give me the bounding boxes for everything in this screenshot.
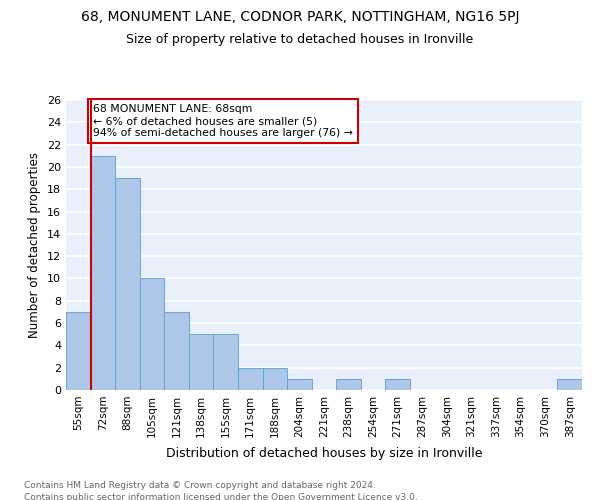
Bar (214, 334, 238, 390)
Bar (385, 379, 410, 390)
Bar (238, 368, 263, 390)
Text: Size of property relative to detached houses in Ironville: Size of property relative to detached ho… (127, 32, 473, 46)
Text: 68 MONUMENT LANE: 68sqm
← 6% of detached houses are smaller (5)
94% of semi-deta: 68 MONUMENT LANE: 68sqm ← 6% of detached… (93, 104, 353, 138)
Bar (66, 312, 91, 390)
Bar (189, 334, 214, 390)
Text: Contains HM Land Registry data © Crown copyright and database right 2024.: Contains HM Land Registry data © Crown c… (24, 481, 376, 490)
Bar (140, 278, 164, 390)
Bar (115, 178, 140, 390)
Text: 68, MONUMENT LANE, CODNOR PARK, NOTTINGHAM, NG16 5PJ: 68, MONUMENT LANE, CODNOR PARK, NOTTINGH… (81, 10, 519, 24)
Bar (91, 156, 115, 390)
Bar (263, 368, 287, 390)
Bar (287, 379, 312, 390)
Text: Contains public sector information licensed under the Open Government Licence v3: Contains public sector information licen… (24, 492, 418, 500)
Y-axis label: Number of detached properties: Number of detached properties (28, 152, 41, 338)
Bar (557, 379, 582, 390)
Bar (164, 312, 189, 390)
Bar (336, 379, 361, 390)
Text: Distribution of detached houses by size in Ironville: Distribution of detached houses by size … (166, 448, 482, 460)
